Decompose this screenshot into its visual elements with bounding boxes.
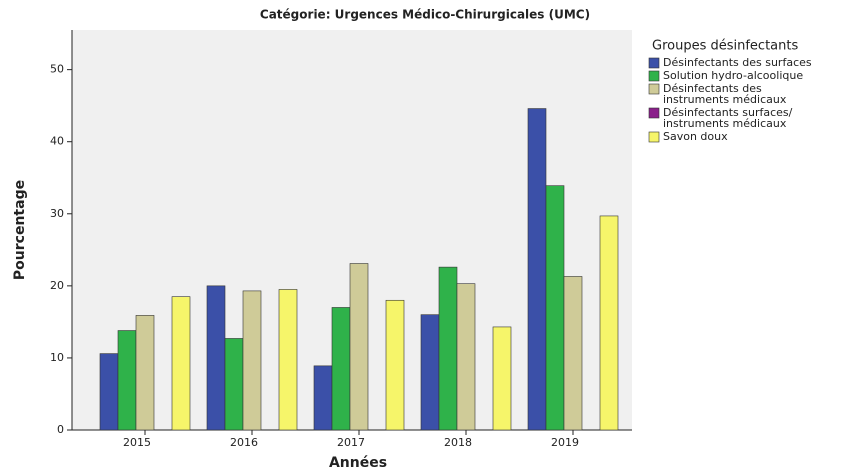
legend-label: Désinfectants surfaces/instruments médic…	[663, 106, 793, 130]
bar	[171, 296, 191, 431]
y-tick-label: 50	[50, 63, 64, 76]
bar	[492, 326, 512, 431]
y-tick-label: 40	[50, 135, 64, 148]
bar	[313, 365, 333, 431]
bar	[385, 299, 405, 431]
bar	[563, 276, 583, 431]
bar	[456, 283, 476, 431]
y-tick-label: 30	[50, 207, 64, 220]
legend-swatch	[648, 107, 660, 119]
legend-title: Groupes désinfectants	[652, 39, 798, 54]
y-tick-label: 20	[50, 279, 64, 292]
legend-swatch	[648, 83, 660, 95]
legend-label: Désinfectants des instruments médicaux	[663, 82, 787, 106]
legend-label: Solution hydro-alcoolique	[663, 69, 803, 82]
bar	[99, 353, 119, 431]
y-tick-label: 10	[50, 351, 64, 364]
bar	[527, 108, 547, 431]
bar	[117, 330, 137, 431]
y-tick-label: 0	[57, 423, 64, 436]
bar	[420, 314, 440, 431]
chart-title: Catégorie: Urgences Médico-Chirurgicales…	[260, 8, 590, 22]
bar	[242, 290, 262, 431]
y-axis-label: Pourcentage	[12, 180, 28, 280]
x-tick-label: 2016	[230, 436, 258, 449]
bar	[349, 263, 369, 431]
x-axis-label: Années	[329, 455, 387, 471]
bar	[135, 315, 155, 431]
legend-swatch	[648, 70, 660, 82]
x-tick-label: 2018	[444, 436, 472, 449]
x-tick-label: 2019	[551, 436, 579, 449]
bar	[599, 215, 619, 431]
x-tick-label: 2015	[123, 436, 151, 449]
legend-swatch	[648, 131, 660, 143]
x-tick-label: 2017	[337, 436, 365, 449]
bar	[278, 289, 298, 431]
legend-swatch	[648, 57, 660, 69]
bar	[545, 185, 565, 431]
legend-label: Savon doux	[663, 130, 728, 143]
legend-label: Désinfectants des surfaces	[663, 56, 812, 69]
bar	[224, 338, 244, 431]
bar	[438, 266, 458, 431]
bar	[331, 307, 351, 431]
bar	[206, 285, 226, 431]
